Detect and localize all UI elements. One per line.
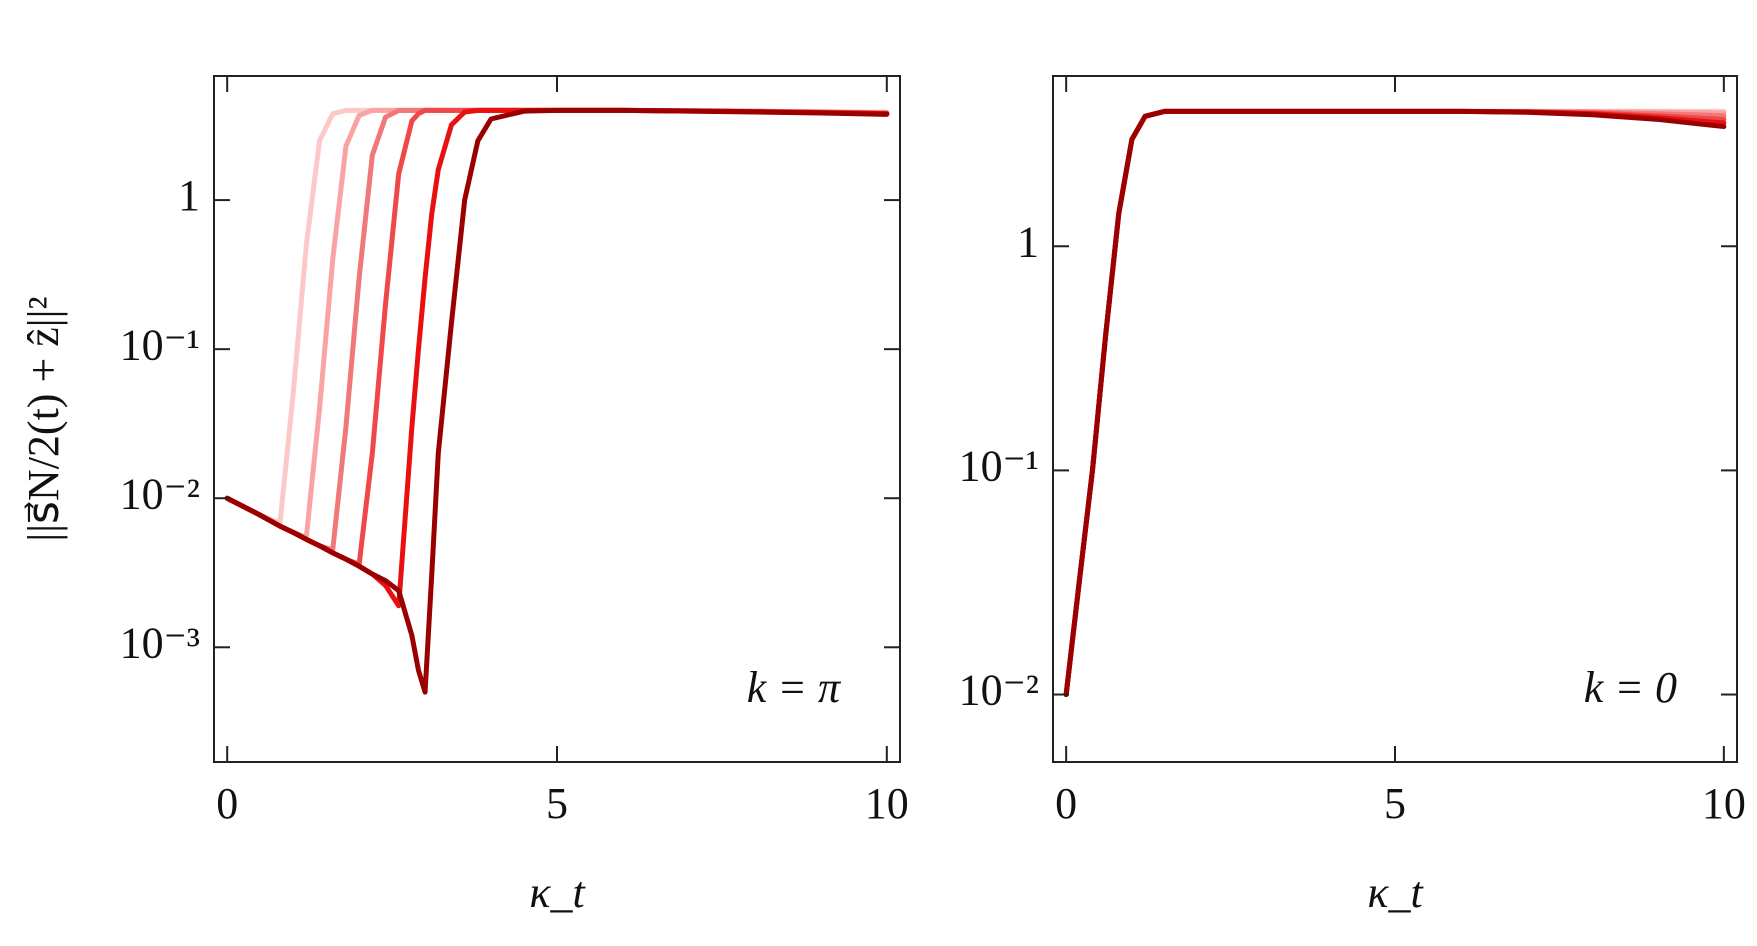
y-tick-label: 1: [178, 171, 200, 220]
y-tick-label: 10⁻¹: [959, 441, 1039, 490]
x-axis-label: κ_t: [1367, 868, 1424, 917]
x-tick-label: 0: [1055, 779, 1077, 828]
y-tick-label: 10⁻²: [959, 666, 1039, 715]
y-tick-label: 10⁻³: [120, 618, 200, 667]
x-tick-label: 5: [546, 779, 568, 828]
curve: [1063, 108, 1727, 698]
panel: 0 5 10 10⁻² 10⁻¹ 1 κ_t k = 0: [959, 75, 1746, 917]
curve: [1063, 108, 1727, 698]
curve: [1063, 108, 1727, 698]
plot-frame: [1052, 75, 1738, 763]
x-tick-label: 5: [1384, 779, 1406, 828]
x-tick-label: 0: [216, 779, 238, 828]
curve: [1063, 108, 1727, 698]
panel: 0 5 10 10⁻³ 10⁻² 10⁻¹ 1 κ_t ||s⃗N/2(t) + ẑ||² k =…: [19, 75, 909, 917]
y-tick-label: 10⁻¹: [120, 320, 200, 369]
annotation: k = π: [747, 663, 842, 712]
annotation: k = 0: [1584, 663, 1677, 712]
y-tick-label: 1: [1017, 217, 1039, 266]
y-tick-label: 10⁻²: [120, 469, 200, 518]
x-axis-label: κ_t: [529, 868, 586, 917]
curve: [1063, 108, 1727, 698]
y-axis-label: ||s⃗N/2(t) + ẑ||²: [19, 296, 68, 541]
curve: [224, 107, 890, 695]
curve: [224, 107, 890, 540]
curve: [1063, 108, 1727, 698]
x-tick-label: 10: [865, 779, 909, 828]
x-tick-label: 10: [1702, 779, 1746, 828]
